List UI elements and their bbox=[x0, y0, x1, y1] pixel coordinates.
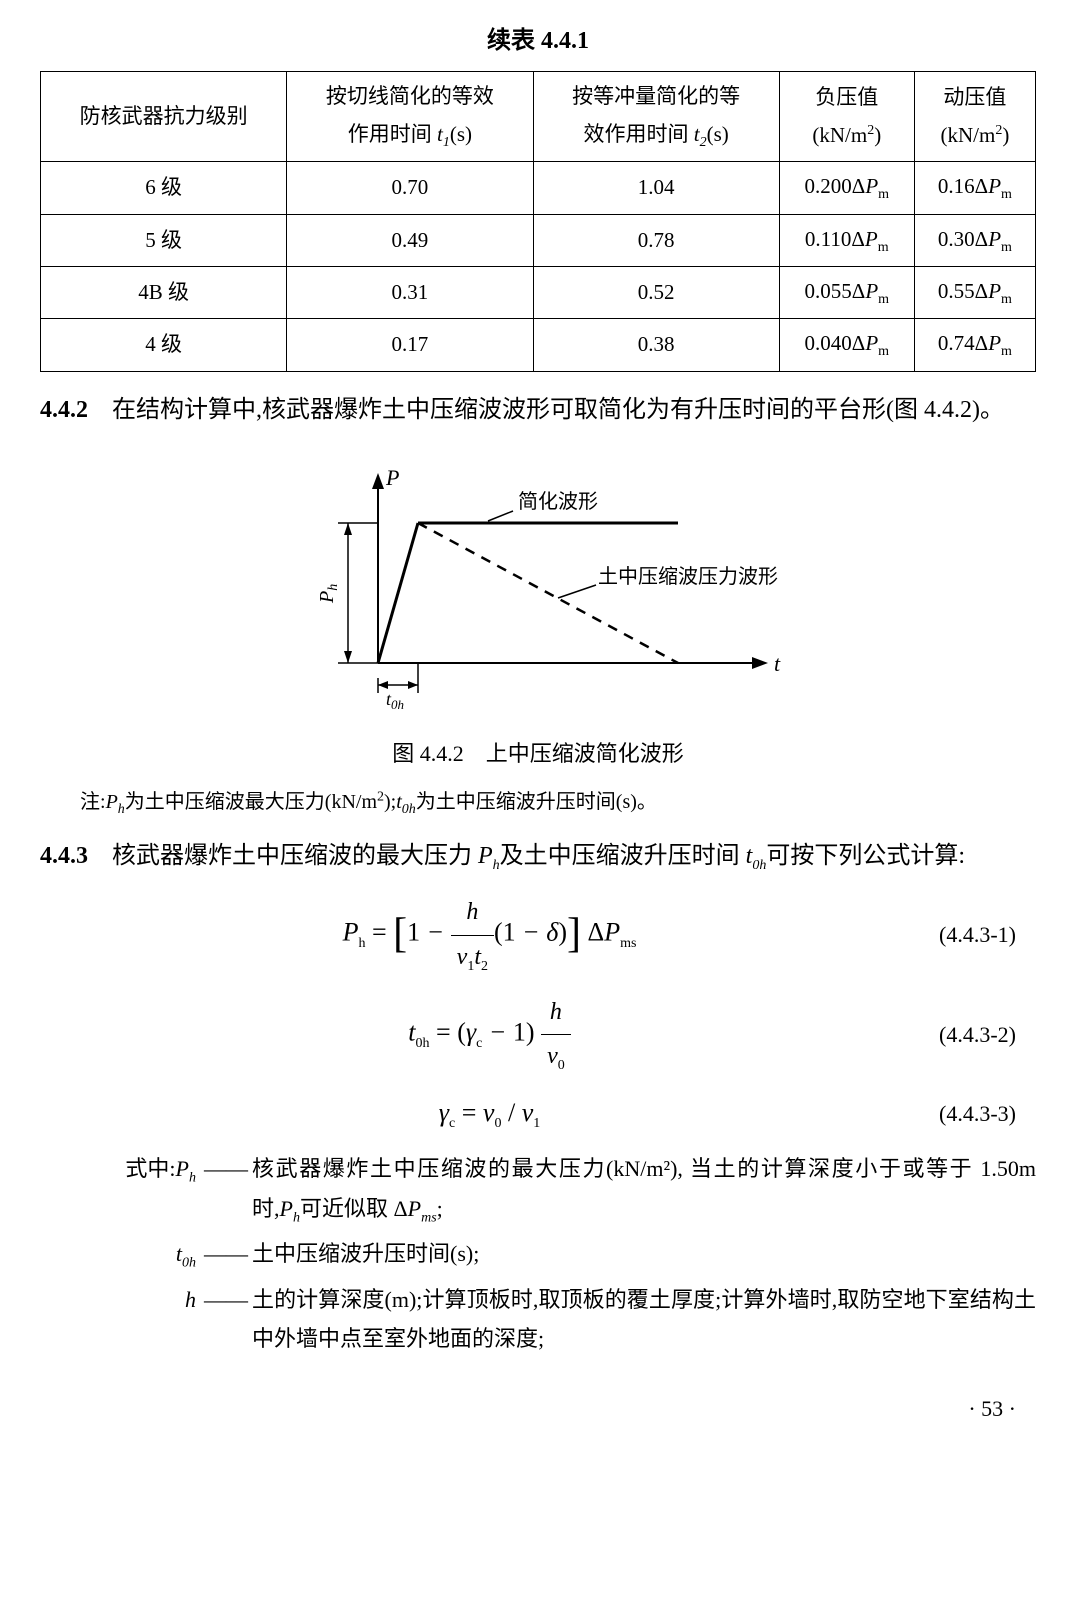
table-title: 续表 4.4.1 bbox=[40, 20, 1036, 63]
header-col4: 负压值 (kN/m2) bbox=[779, 72, 914, 162]
t0h-label: t0h bbox=[386, 689, 404, 712]
header-col5: 动压值 (kN/m2) bbox=[914, 72, 1035, 162]
p-axis-label: P bbox=[385, 465, 399, 490]
section-443: 4.4.3 核武器爆炸土中压缩波的最大压力 Ph及土中压缩波升压时间 t0h可按… bbox=[40, 834, 1036, 880]
definitions: 式中:Ph —— 核武器爆炸土中压缩波的最大压力(kN/m²), 当土的计算深度… bbox=[40, 1149, 1036, 1359]
header-col1: 防核武器抗力级别 bbox=[41, 72, 287, 162]
table-row: 4B 级 0.31 0.52 0.055ΔPm 0.55ΔPm bbox=[41, 267, 1036, 319]
page-number: · 53 · bbox=[40, 1389, 1036, 1429]
table-row: 5 级 0.49 0.78 0.110ΔPm 0.30ΔPm bbox=[41, 214, 1036, 266]
formula-3: γc = v0 / v1 (4.4.3-3) bbox=[40, 1090, 1036, 1137]
table-row: 4 级 0.17 0.38 0.040ΔPm 0.74ΔPm bbox=[41, 319, 1036, 371]
formula-1: Ph = [1 − hv1t2(1 − δ)] ΔPms (4.4.3-1) bbox=[40, 891, 1036, 978]
data-table: 防核武器抗力级别 按切线简化的等效 作用时间 t1(s) 按等冲量简化的等 效作… bbox=[40, 71, 1036, 372]
t-axis-label: t bbox=[774, 651, 781, 676]
simplified-wave-label: 简化波形 bbox=[518, 490, 598, 513]
header-col2: 按切线简化的等效 作用时间 t1(s) bbox=[287, 72, 533, 162]
ph-label: Ph bbox=[316, 584, 341, 604]
figure-442: P t Ph t0h 简化波形 土中压缩波压力波形 图 4.4.2 上中压缩波简… bbox=[40, 453, 1036, 773]
figure-caption: 图 4.4.2 上中压缩波简化波形 bbox=[40, 734, 1036, 774]
header-col3: 按等冲量简化的等 效作用时间 t2(s) bbox=[533, 72, 779, 162]
figure-note: 注:Ph为土中压缩波最大压力(kN/m2);t0h为土中压缩波升压时间(s)。 bbox=[80, 784, 1036, 822]
actual-wave-label: 土中压缩波压力波形 bbox=[598, 565, 778, 588]
section-442: 4.4.2 在结构计算中,核武器爆炸土中压缩波波形可取简化为有升压时间的平台形(… bbox=[40, 388, 1036, 434]
formula-2: t0h = (γc − 1) hv0 (4.4.3-2) bbox=[40, 991, 1036, 1078]
table-row: 6 级 0.70 1.04 0.200ΔPm 0.16ΔPm bbox=[41, 162, 1036, 214]
